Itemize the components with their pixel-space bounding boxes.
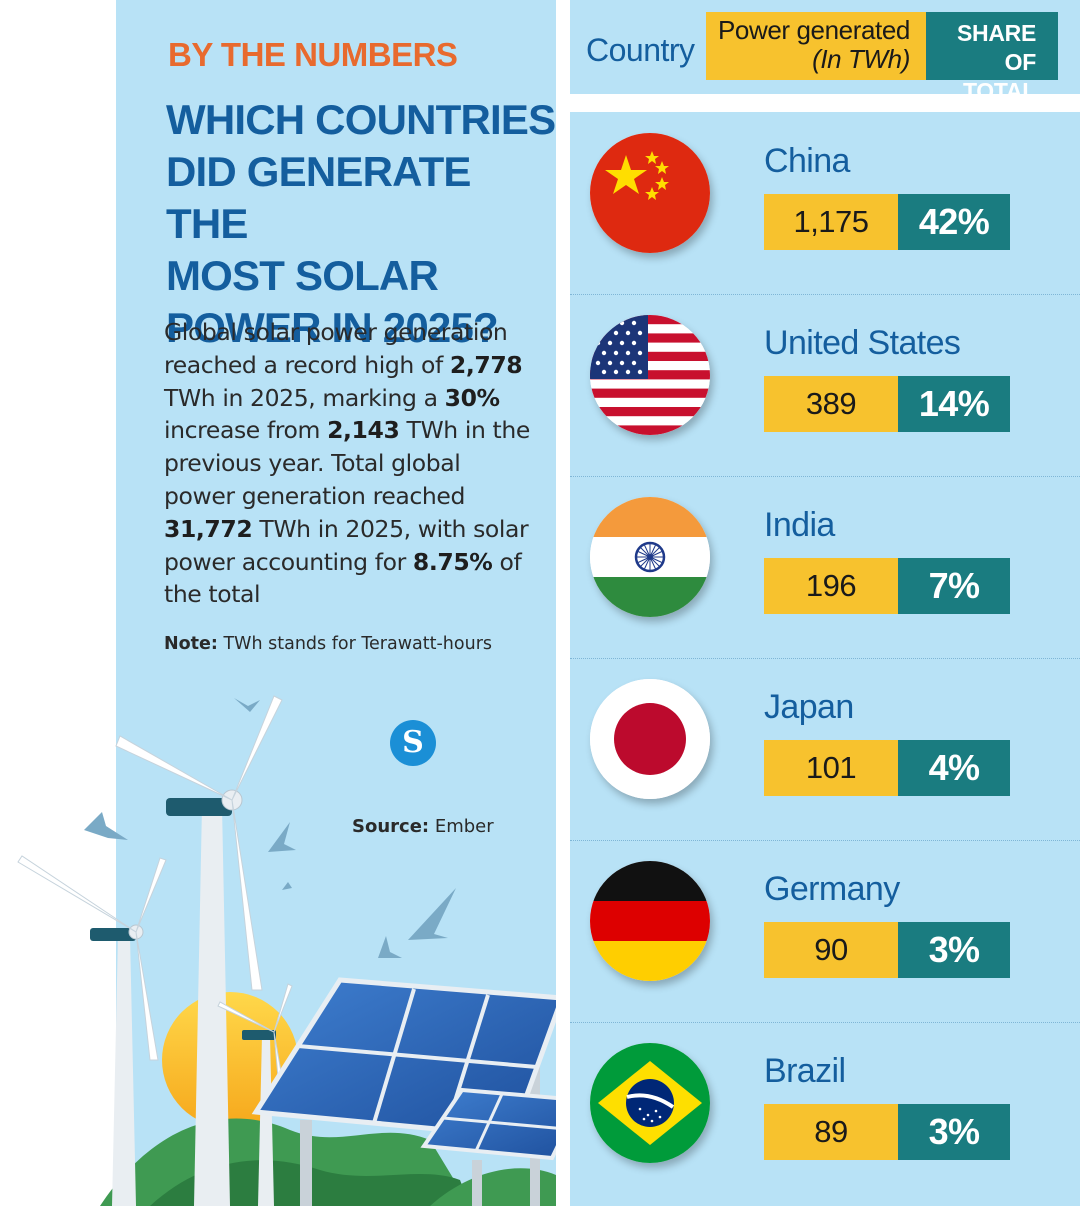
row-separator bbox=[570, 294, 1080, 295]
renewable-energy-illustration bbox=[17, 695, 584, 1206]
wind-turbine-icon bbox=[17, 855, 167, 1206]
source-credit: Source: Ember bbox=[352, 816, 494, 837]
country-name: India bbox=[764, 506, 835, 544]
footnote: Note: TWh stands for Terawatt-hours bbox=[164, 634, 492, 654]
share-header-line: SHARE bbox=[956, 20, 1036, 46]
row-separator bbox=[570, 1022, 1080, 1023]
text-run: TWh in the previous year. Total global p… bbox=[164, 416, 530, 510]
share-value: 3% bbox=[898, 922, 1010, 978]
share-column-header: SHARE OF TOTAL bbox=[926, 12, 1058, 104]
page-title: WHICH COUNTRIES DID GENERATE THE MOST SO… bbox=[166, 94, 556, 354]
country-name: Brazil bbox=[764, 1052, 846, 1090]
power-header-unit: (In TWh) bbox=[706, 45, 910, 74]
text-run: TWh in 2025, marking a bbox=[164, 383, 445, 412]
country-name: United States bbox=[764, 324, 961, 362]
power-value: 196 bbox=[764, 558, 898, 614]
country-table: China 1,175 42% bbox=[570, 112, 1080, 1206]
text-run: Global solar power generation reached a … bbox=[164, 318, 508, 379]
title-line: WHICH COUNTRIES bbox=[166, 96, 556, 143]
table-row: Brazil 89 3% bbox=[570, 1022, 1080, 1204]
wind-turbine-icon bbox=[115, 695, 283, 1206]
text-run-bold: 2,778 bbox=[449, 350, 523, 379]
column-divider bbox=[556, 0, 570, 1206]
publisher-logo: S bbox=[390, 720, 436, 766]
brazil-flag-icon bbox=[590, 1043, 710, 1163]
title-line: POWER IN 2025? bbox=[166, 304, 499, 351]
text-run-bold: 31,772 bbox=[164, 514, 253, 543]
text-run-bold: 30% bbox=[444, 383, 500, 412]
title-line: MOST SOLAR bbox=[166, 252, 439, 299]
power-value: 89 bbox=[764, 1104, 898, 1160]
text-run: of the total bbox=[164, 547, 522, 609]
country-name: China bbox=[764, 142, 850, 180]
share-header-line: OF TOTAL bbox=[962, 49, 1036, 104]
note-text: TWh stands for Terawatt-hours bbox=[217, 634, 493, 654]
solar-panel-icon bbox=[420, 1087, 584, 1206]
hills bbox=[100, 1118, 556, 1206]
row-separator bbox=[570, 476, 1080, 477]
power-value: 389 bbox=[764, 376, 898, 432]
table-row: India 196 7% bbox=[570, 476, 1080, 658]
china-flag-icon bbox=[590, 133, 710, 253]
row-separator bbox=[570, 658, 1080, 659]
row-separator bbox=[570, 840, 1080, 841]
table-header: Country Power generated (In TWh) SHARE O… bbox=[570, 0, 1080, 104]
country-name: Germany bbox=[764, 870, 900, 908]
text-run-bold: 8.75% bbox=[412, 547, 493, 576]
japan-flag-icon bbox=[590, 679, 710, 799]
share-value: 14% bbox=[898, 376, 1010, 432]
text-run: TWh in 2025, with solar power accounting… bbox=[164, 514, 529, 576]
share-value: 3% bbox=[898, 1104, 1010, 1160]
power-header-line: Power generated bbox=[717, 15, 910, 45]
intro-paragraph: Global solar power generation reached a … bbox=[164, 316, 534, 611]
source-text: Ember bbox=[429, 816, 494, 837]
share-value: 4% bbox=[898, 740, 1010, 796]
share-value: 7% bbox=[898, 558, 1010, 614]
section-kicker: BY THE NUMBERS bbox=[168, 36, 458, 73]
table-row: Japan 101 4% bbox=[570, 658, 1080, 840]
table-row: United States 389 14% bbox=[570, 294, 1080, 476]
power-column-header: Power generated (In TWh) bbox=[706, 12, 926, 80]
source-label: Source: bbox=[352, 816, 430, 837]
germany-flag-icon bbox=[590, 861, 710, 981]
country-name: Japan bbox=[764, 688, 854, 726]
text-run-bold: 2,143 bbox=[327, 416, 400, 445]
text-run: increase from bbox=[164, 416, 328, 445]
country-column-header: Country bbox=[586, 32, 695, 68]
table-row: China 1,175 42% bbox=[570, 112, 1080, 294]
usa-flag-icon bbox=[590, 315, 710, 435]
india-flag-icon bbox=[590, 497, 710, 617]
bird-icon bbox=[84, 698, 456, 958]
title-line: DID GENERATE THE bbox=[166, 148, 471, 247]
power-value: 101 bbox=[764, 740, 898, 796]
power-value: 90 bbox=[764, 922, 898, 978]
power-header-unit-text: (In TWh) bbox=[812, 44, 910, 74]
note-label: Note: bbox=[164, 634, 218, 654]
share-value: 42% bbox=[898, 194, 1010, 250]
power-value: 1,175 bbox=[764, 194, 898, 250]
table-row: Germany 90 3% bbox=[570, 840, 1080, 1022]
